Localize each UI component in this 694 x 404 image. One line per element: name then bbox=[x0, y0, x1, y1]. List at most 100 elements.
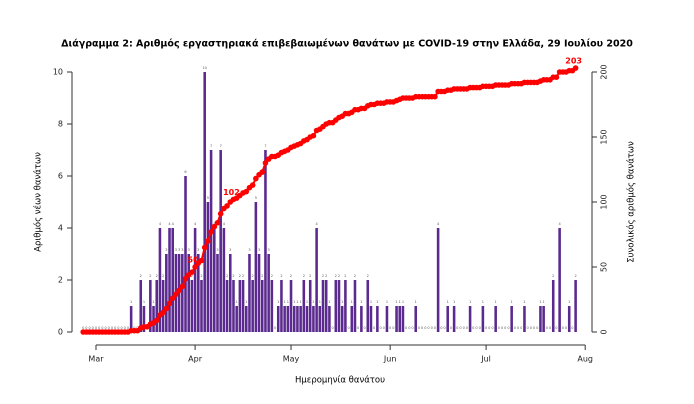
bar bbox=[184, 176, 187, 332]
x-tick-label: Jun bbox=[383, 355, 397, 364]
bar-value-label: 0 bbox=[405, 326, 407, 330]
bar bbox=[171, 228, 175, 332]
bar-value-label: 7 bbox=[210, 144, 212, 148]
bar-value-label: 0 bbox=[331, 326, 333, 330]
bar-value-label: 2 bbox=[232, 274, 234, 278]
bar-value-label: 2 bbox=[309, 274, 311, 278]
bar-value-label: 1 bbox=[447, 300, 449, 304]
bar-value-label: 4 bbox=[315, 222, 318, 226]
bar-value-label: 2 bbox=[574, 274, 576, 278]
cumulative-point bbox=[166, 300, 173, 307]
bar-value-label: 0 bbox=[504, 326, 506, 330]
bar-value-label: 0 bbox=[92, 326, 94, 330]
bar bbox=[193, 228, 197, 332]
x-axis-label: Ημερομηνία θανάτου bbox=[295, 376, 385, 386]
cumulative-point bbox=[310, 132, 317, 139]
bar bbox=[225, 280, 229, 332]
bar bbox=[558, 228, 561, 332]
bar-value-label: 3 bbox=[216, 248, 218, 252]
bar-value-label: 0 bbox=[363, 326, 365, 330]
bar-value-label: 1 bbox=[328, 300, 330, 304]
bar-value-label: 2 bbox=[261, 274, 263, 278]
bar bbox=[286, 306, 290, 332]
bar bbox=[481, 306, 485, 332]
bar-value-label: 1 bbox=[453, 300, 455, 304]
y2-tick-label: 100 bbox=[600, 194, 609, 209]
bar bbox=[340, 306, 344, 332]
cumulative-point bbox=[169, 295, 176, 302]
bar-value-label: 1 bbox=[568, 300, 570, 304]
bar-value-label: 3 bbox=[229, 248, 231, 252]
bar bbox=[567, 306, 571, 332]
y2-axis-label: Συνολικός αριθμός θανάτων bbox=[626, 141, 637, 263]
cumulative-point bbox=[192, 264, 198, 270]
bar bbox=[219, 150, 222, 332]
cumulative-point bbox=[243, 188, 250, 195]
bar-value-label: 1 bbox=[293, 300, 295, 304]
bar bbox=[574, 280, 577, 332]
bar bbox=[350, 306, 354, 332]
bar-value-label: 0 bbox=[111, 326, 113, 330]
bar-value-label: 2 bbox=[140, 274, 142, 278]
bar-value-label: 2 bbox=[239, 274, 241, 278]
bar-value-label: 0 bbox=[108, 326, 110, 330]
bar-value-label: 0 bbox=[98, 326, 100, 330]
bar bbox=[401, 306, 405, 332]
bar bbox=[468, 306, 472, 332]
bar-value-label: 0 bbox=[408, 326, 410, 330]
bar bbox=[452, 306, 456, 332]
bar bbox=[254, 202, 258, 332]
x-tick-label: Jul bbox=[480, 355, 491, 364]
bar-value-label: 10 bbox=[202, 66, 206, 70]
cumulative-point bbox=[205, 238, 211, 244]
bar-value-label: 3 bbox=[188, 248, 190, 252]
bar-value-label: 1 bbox=[415, 300, 417, 304]
bar-value-label: 3 bbox=[258, 248, 260, 252]
bar-value-label: 2 bbox=[149, 274, 151, 278]
bar-value-label: 0 bbox=[82, 326, 84, 330]
bar-value-label: 4 bbox=[223, 222, 226, 226]
bar bbox=[168, 228, 171, 332]
chart-title: Διάγραμμα 2: Αριθμός εργαστηριακά επιβεβ… bbox=[61, 39, 633, 50]
x-tick-label: Aug bbox=[577, 355, 593, 364]
bar-value-label: 1 bbox=[152, 300, 154, 304]
bar bbox=[366, 280, 370, 332]
bar bbox=[494, 306, 497, 332]
x-tick-label: May bbox=[283, 355, 300, 364]
bar bbox=[238, 280, 242, 332]
bar-value-label: 1 bbox=[482, 300, 484, 304]
cumulative-point bbox=[224, 203, 230, 209]
bar-value-label: 0 bbox=[456, 326, 458, 330]
bar-value-label: 0 bbox=[95, 326, 97, 330]
cumulative-point bbox=[249, 182, 256, 188]
bar-value-label: 1 bbox=[130, 300, 132, 304]
cumulative-point bbox=[572, 65, 579, 71]
bar-value-label: 0 bbox=[546, 326, 548, 330]
bar-value-label: 0 bbox=[536, 326, 538, 330]
bar-value-label: 0 bbox=[491, 326, 493, 330]
bar-value-label: 2 bbox=[344, 274, 346, 278]
bar-value-label: 2 bbox=[242, 274, 244, 278]
bar bbox=[328, 306, 331, 332]
bar-value-label: 2 bbox=[156, 274, 158, 278]
annotation: 50 bbox=[188, 256, 200, 265]
bar bbox=[244, 306, 248, 332]
bar bbox=[308, 280, 312, 332]
bar bbox=[305, 306, 309, 332]
bar-value-label: 0 bbox=[424, 326, 426, 330]
bar-value-label: 1 bbox=[300, 300, 302, 304]
bar bbox=[283, 306, 286, 332]
bar bbox=[436, 228, 440, 332]
bar bbox=[276, 306, 280, 332]
bar bbox=[165, 254, 168, 332]
annotation: 203 bbox=[565, 57, 582, 66]
y-axis-label: Αριθμός νέων θανάτων bbox=[33, 152, 44, 252]
bar-value-label: 0 bbox=[571, 326, 573, 330]
bar-value-label: 2 bbox=[303, 274, 305, 278]
bar bbox=[289, 280, 293, 332]
bar-value-label: 1 bbox=[312, 300, 314, 304]
bar-value-label: 3 bbox=[165, 248, 167, 252]
bar-value-label: 0 bbox=[514, 326, 516, 330]
cumulative-point bbox=[201, 244, 208, 251]
bar-value-label: 4 bbox=[172, 222, 175, 226]
